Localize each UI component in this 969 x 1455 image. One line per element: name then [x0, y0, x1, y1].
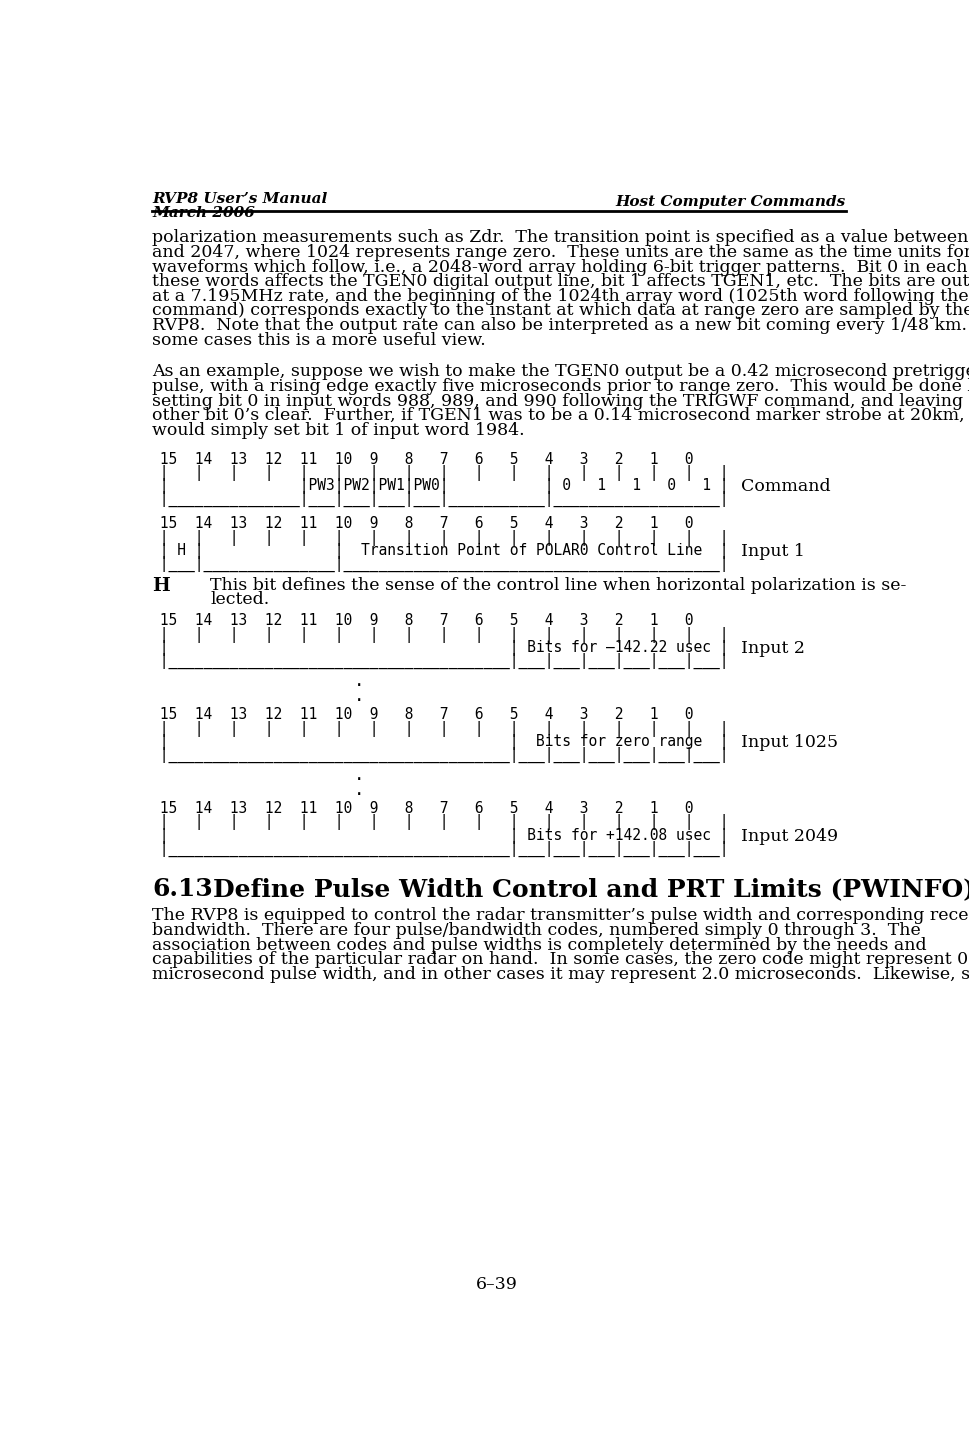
Text: 15  14  13  12  11  10  9   8   7   6   5   4   3   2   1   0: 15 14 13 12 11 10 9 8 7 6 5 4 3 2 1 0: [150, 802, 693, 816]
Text: Command: Command: [740, 479, 830, 495]
Text: |_______________________________________|___|___|___|___|___|___|: |_______________________________________…: [150, 841, 728, 857]
Text: |   |   |   |   |   |   |   |   |   |   |   |   |   |   |   |   |: | | | | | | | | | | | | | | | | |: [150, 466, 728, 482]
Text: |                                       | Bits for –142.22 usec |: | | Bits for –142.22 usec |: [150, 640, 728, 656]
Text: |   |   |   |   |   |   |   |   |   |   |   |   |   |   |   |   |: | | | | | | | | | | | | | | | | |: [150, 720, 728, 736]
Text: March 2006: March 2006: [152, 207, 255, 220]
Text: |_______________________________________|___|___|___|___|___|___|: |_______________________________________…: [150, 653, 728, 669]
Text: 6–39: 6–39: [476, 1276, 517, 1292]
Text: |                                       |  Bits for zero range  |: | | Bits for zero range |: [150, 733, 728, 749]
Text: bandwidth.  There are four pulse/bandwidth codes, numbered simply 0 through 3.  : bandwidth. There are four pulse/bandwidt…: [152, 922, 920, 938]
Text: command) corresponds exactly to the instant at which data at range zero are samp: command) corresponds exactly to the inst…: [152, 303, 969, 320]
Text: |               |PW3|PW2|PW1|PW0|           | 0   1   1   0   1 |: | |PW3|PW2|PW1|PW0| | 0 1 1 0 1 |: [150, 479, 728, 495]
Text: |_______________|___|___|___|___|___________|___________________|: |_______________|___|___|___|___|_______…: [150, 492, 728, 508]
Text: Input 2: Input 2: [740, 640, 804, 656]
Text: .: .: [354, 765, 364, 784]
Text: RVP8 User’s Manual: RVP8 User’s Manual: [152, 192, 328, 207]
Text: |   |   |   |   |   |   |   |   |   |   |   |   |   |   |   |   |: | | | | | | | | | | | | | | | | |: [150, 627, 728, 643]
Text: | H |               |  Transition Point of POLAR0 Control Line  |: | H | | Transition Point of POLAR0 Contr…: [150, 543, 728, 559]
Text: RVP8.  Note that the output rate can also be interpreted as a new bit coming eve: RVP8. Note that the output rate can also…: [152, 317, 969, 335]
Text: This bit defines the sense of the control line when horizontal polarization is s: This bit defines the sense of the contro…: [210, 576, 906, 594]
Text: and 2047, where 1024 represents range zero.  These units are the same as the tim: and 2047, where 1024 represents range ze…: [152, 244, 969, 260]
Text: Host Computer Commands: Host Computer Commands: [615, 195, 845, 210]
Text: microsecond pulse width, and in other cases it may represent 2.0 microseconds.  : microsecond pulse width, and in other ca…: [152, 966, 969, 982]
Text: capabilities of the particular radar on hand.  In some cases, the zero code migh: capabilities of the particular radar on …: [152, 952, 969, 968]
Text: |   |   |   |   |   |   |   |   |   |   |   |   |   |   |   |   |: | | | | | | | | | | | | | | | | |: [150, 530, 728, 546]
Text: .: .: [354, 780, 364, 799]
Text: 15  14  13  12  11  10  9   8   7   6   5   4   3   2   1   0: 15 14 13 12 11 10 9 8 7 6 5 4 3 2 1 0: [150, 453, 693, 467]
Text: 6.13: 6.13: [152, 877, 213, 901]
Text: H: H: [152, 576, 170, 595]
Text: .: .: [354, 672, 364, 690]
Text: lected.: lected.: [210, 591, 269, 608]
Text: 15  14  13  12  11  10  9   8   7   6   5   4   3   2   1   0: 15 14 13 12 11 10 9 8 7 6 5 4 3 2 1 0: [150, 517, 693, 531]
Text: As an example, suppose we wish to make the TGEN0 output be a 0.42 microsecond pr: As an example, suppose we wish to make t…: [152, 364, 969, 380]
Text: The RVP8 is equipped to control the radar transmitter’s pulse width and correspo: The RVP8 is equipped to control the rada…: [152, 908, 969, 924]
Text: pulse, with a rising edge exactly five microseconds prior to range zero.  This w: pulse, with a rising edge exactly five m…: [152, 378, 969, 394]
Text: would simply set bit 1 of input word 1984.: would simply set bit 1 of input word 198…: [152, 422, 524, 439]
Text: |_______________________________________|___|___|___|___|___|___|: |_______________________________________…: [150, 746, 728, 762]
Text: |                                       | Bits for +142.08 usec |: | | Bits for +142.08 usec |: [150, 828, 728, 844]
Text: .: .: [354, 687, 364, 704]
Text: at a 7.195MHz rate, and the beginning of the 1024th array word (1025th word foll: at a 7.195MHz rate, and the beginning of…: [152, 288, 968, 304]
Text: 15  14  13  12  11  10  9   8   7   6   5   4   3   2   1   0: 15 14 13 12 11 10 9 8 7 6 5 4 3 2 1 0: [150, 707, 693, 723]
Text: |   |   |   |   |   |   |   |   |   |   |   |   |   |   |   |   |: | | | | | | | | | | | | | | | | |: [150, 815, 728, 831]
Text: these words affects the TGEN0 digital output line, bit 1 affects TGEN1, etc.  Th: these words affects the TGEN0 digital ou…: [152, 274, 969, 290]
Text: Input 1025: Input 1025: [740, 733, 837, 751]
Text: other bit 0’s clear.  Further, if TGEN1 was to be a 0.14 microsecond marker stro: other bit 0’s clear. Further, if TGEN1 w…: [152, 407, 969, 425]
Text: waveforms which follow, i.e., a 2048-word array holding 6-bit trigger patterns. : waveforms which follow, i.e., a 2048-wor…: [152, 259, 969, 275]
Text: Define Pulse Width Control and PRT Limits (PWINFO): Define Pulse Width Control and PRT Limit…: [212, 877, 969, 901]
Text: polarization measurements such as Zdr.  The transition point is specified as a v: polarization measurements such as Zdr. T…: [152, 230, 969, 246]
Text: Input 1: Input 1: [740, 543, 804, 560]
Text: Input 2049: Input 2049: [740, 828, 837, 844]
Text: association between codes and pulse widths is completely determined by the needs: association between codes and pulse widt…: [152, 937, 926, 953]
Text: some cases this is a more useful view.: some cases this is a more useful view.: [152, 332, 485, 349]
Text: |___|_______________|___________________________________________|: |___|_______________|___________________…: [150, 556, 728, 572]
Text: setting bit 0 in input words 988, 989, and 990 following the TRIGWF command, and: setting bit 0 in input words 988, 989, a…: [152, 393, 969, 409]
Text: 15  14  13  12  11  10  9   8   7   6   5   4   3   2   1   0: 15 14 13 12 11 10 9 8 7 6 5 4 3 2 1 0: [150, 614, 693, 629]
